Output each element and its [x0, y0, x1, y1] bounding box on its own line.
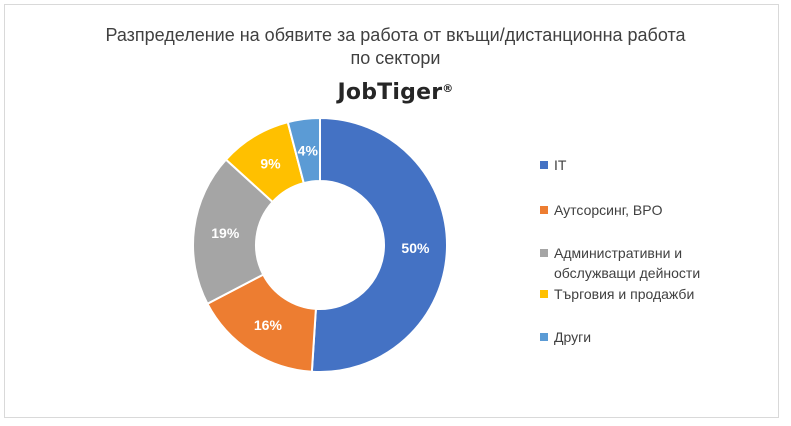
donut-slice-1 [310, 116, 448, 373]
data-label-1: 50% [401, 240, 430, 256]
legend-item-2: Аутсорсинг, BPO [540, 200, 764, 220]
data-label-5: 4% [298, 142, 319, 158]
donut-slices [192, 116, 448, 373]
legend-label: Търговия и продажби [554, 286, 695, 302]
data-label-2: 16% [254, 317, 283, 333]
donut-slice-3 [192, 158, 275, 306]
logo-registered-mark: ® [442, 82, 454, 95]
donut-data-labels: 50% 16% 19% 9% 4% [211, 142, 430, 333]
legend-label: IT [554, 157, 567, 173]
legend-item-3: Административни и обслужващи дейности [540, 243, 764, 283]
data-label-4: 9% [260, 155, 281, 171]
legend-swatch [540, 161, 548, 169]
legend-item-4: Търговия и продажби [540, 284, 764, 304]
legend-label: Аутсорсинг, BPO [554, 202, 663, 218]
donut-slice-5 [286, 116, 321, 185]
chart-title-line-2: по сектори [350, 48, 441, 68]
legend-swatch [540, 333, 548, 341]
legend-label: Други [554, 329, 592, 345]
legend-swatch [540, 290, 548, 298]
legend-item-5: Други [540, 327, 764, 347]
logo-text: JobTiger [337, 80, 443, 105]
jobtiger-logo: JobTiger® [0, 80, 791, 105]
legend-swatch [540, 249, 548, 257]
legend-swatch [540, 206, 548, 214]
chart-title: Разпределение на обявите за работа от вк… [0, 24, 791, 70]
data-label-3: 19% [211, 225, 240, 241]
legend-item-1: IT [540, 155, 764, 175]
chart-title-line-1: Разпределение на обявите за работа от вк… [105, 25, 686, 45]
legend-label: Административни и обслужващи дейности [554, 245, 701, 281]
